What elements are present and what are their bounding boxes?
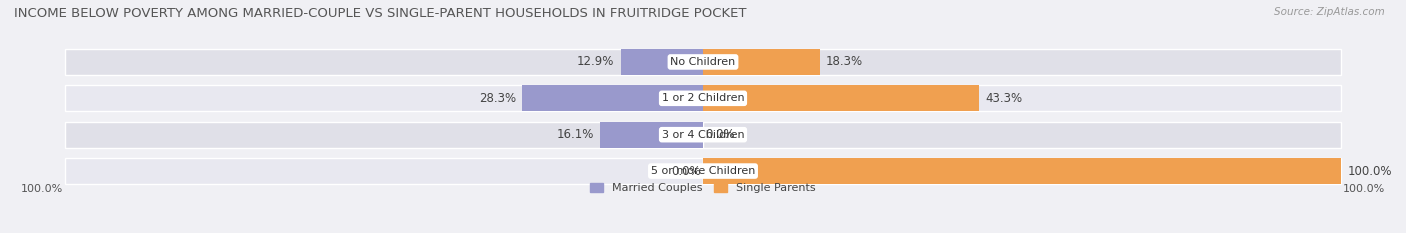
Bar [703, 49, 1341, 75]
Text: 100.0%: 100.0% [1343, 184, 1385, 194]
Bar [703, 49, 820, 75]
Text: 100.0%: 100.0% [1347, 164, 1392, 178]
Bar [65, 122, 703, 148]
Text: 18.3%: 18.3% [827, 55, 863, 69]
Text: No Children: No Children [671, 57, 735, 67]
Text: 100.0%: 100.0% [21, 184, 63, 194]
Bar [703, 85, 979, 111]
Bar [600, 122, 703, 148]
Text: 0.0%: 0.0% [704, 128, 734, 141]
Legend: Married Couples, Single Parents: Married Couples, Single Parents [586, 178, 820, 197]
Text: 16.1%: 16.1% [557, 128, 593, 141]
Bar [703, 158, 1341, 184]
Text: Source: ZipAtlas.com: Source: ZipAtlas.com [1274, 7, 1385, 17]
Bar [523, 85, 703, 111]
Bar [703, 122, 1341, 148]
Bar [65, 49, 703, 75]
Text: 1 or 2 Children: 1 or 2 Children [662, 93, 744, 103]
Text: 0.0%: 0.0% [672, 164, 702, 178]
Text: 12.9%: 12.9% [576, 55, 614, 69]
Bar [65, 85, 703, 111]
Bar [703, 158, 1341, 184]
Text: INCOME BELOW POVERTY AMONG MARRIED-COUPLE VS SINGLE-PARENT HOUSEHOLDS IN FRUITRI: INCOME BELOW POVERTY AMONG MARRIED-COUPL… [14, 7, 747, 20]
Text: 43.3%: 43.3% [986, 92, 1022, 105]
Text: 3 or 4 Children: 3 or 4 Children [662, 130, 744, 140]
Text: 5 or more Children: 5 or more Children [651, 166, 755, 176]
Bar [620, 49, 703, 75]
Bar [703, 85, 1341, 111]
Bar [65, 158, 703, 184]
Text: 28.3%: 28.3% [479, 92, 516, 105]
